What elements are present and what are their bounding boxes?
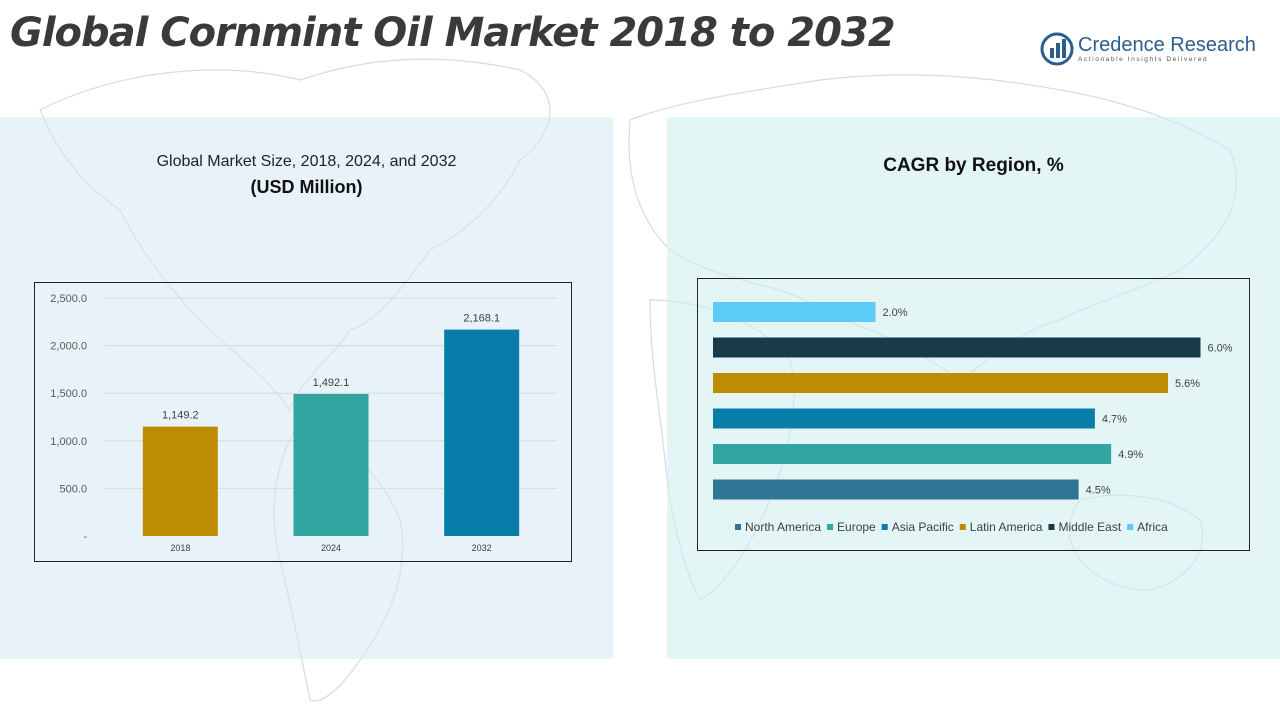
y-tick-label: 500.0 <box>59 483 87 495</box>
x-tick-label: 2032 <box>472 543 492 553</box>
bar-value-label: 4.5% <box>1086 485 1111 497</box>
bar-value-label: 2,168.1 <box>463 313 500 325</box>
logo-name: Credence Research <box>1078 34 1256 56</box>
bar-value-label: 2.0% <box>883 307 908 319</box>
cagr-bar-chart-svg: 2.0% 6.0% 5.6% 4.7% 4.9% 4.5% North America Eur… <box>713 302 1233 534</box>
bar-2032 <box>444 329 520 536</box>
cagr-bar-chart: 2.0% 6.0% 5.6% 4.7% 4.9% 4.5% North America Eur… <box>697 278 1250 551</box>
bar-2018 <box>142 426 218 536</box>
market-size-chart-unit: (USD Million) <box>250 177 363 197</box>
bar-value-label: 4.9% <box>1118 449 1143 461</box>
bar-value-label: 6.0% <box>1208 343 1233 355</box>
cagr-chart-title: CAGR by Region, % <box>883 155 1064 176</box>
legend-label: North America <box>745 520 821 534</box>
bar-asia-pacific <box>713 408 1095 429</box>
y-tick-label: 2,000.0 <box>50 341 87 353</box>
market-size-chart-title: Global Market Size, 2018, 2024, and 2032 <box>156 153 457 170</box>
legend-swatch <box>827 524 834 530</box>
legend-swatch <box>1048 524 1055 530</box>
bar-2024 <box>293 393 369 536</box>
bar-europe <box>713 444 1112 464</box>
bar-middle-east <box>713 337 1201 358</box>
y-tick-label: 1,500.0 <box>50 388 87 400</box>
bar-value-label: 5.6% <box>1175 378 1200 390</box>
credence-research-logo: Credence Research Actionable Insights De… <box>1040 32 1260 68</box>
bar-north-america <box>713 479 1079 500</box>
legend-swatch <box>735 524 741 530</box>
bar-value-label: 1,149.2 <box>162 410 199 422</box>
market-size-bar-chart: - 500.0 1,000.0 1,500.0 2,000.0 2,500.0 1,149.… <box>34 282 572 562</box>
y-tick-label: - <box>83 531 87 543</box>
x-tick-label: 2024 <box>321 543 341 553</box>
y-tick-label: 2,500.0 <box>50 293 87 305</box>
bar-africa <box>713 302 876 322</box>
legend-label: Latin America <box>970 520 1043 534</box>
credence-logo-icon <box>1040 32 1074 66</box>
legend-label: Asia Pacific <box>892 520 954 534</box>
y-tick-label: 1,000.0 <box>50 436 87 448</box>
bar-latin-america <box>713 373 1168 393</box>
bar-value-label: 1,492.1 <box>313 377 350 389</box>
legend-label: Europe <box>837 520 876 534</box>
legend-swatch <box>881 524 888 530</box>
page-title: Global Cornmint Oil Market 2018 to 2032 <box>10 10 896 56</box>
logo-tagline: Actionable Insights Delivered <box>1078 56 1209 63</box>
bar-value-label: 4.7% <box>1102 414 1127 426</box>
legend-label: Africa <box>1137 520 1168 534</box>
x-tick-label: 2018 <box>170 543 190 553</box>
legend-label: Middle East <box>1058 520 1121 534</box>
legend-swatch <box>959 524 966 530</box>
market-size-bar-chart-svg: - 500.0 1,000.0 1,500.0 2,000.0 2,500.0 1,149.… <box>50 293 557 553</box>
legend-swatch <box>1127 524 1134 530</box>
